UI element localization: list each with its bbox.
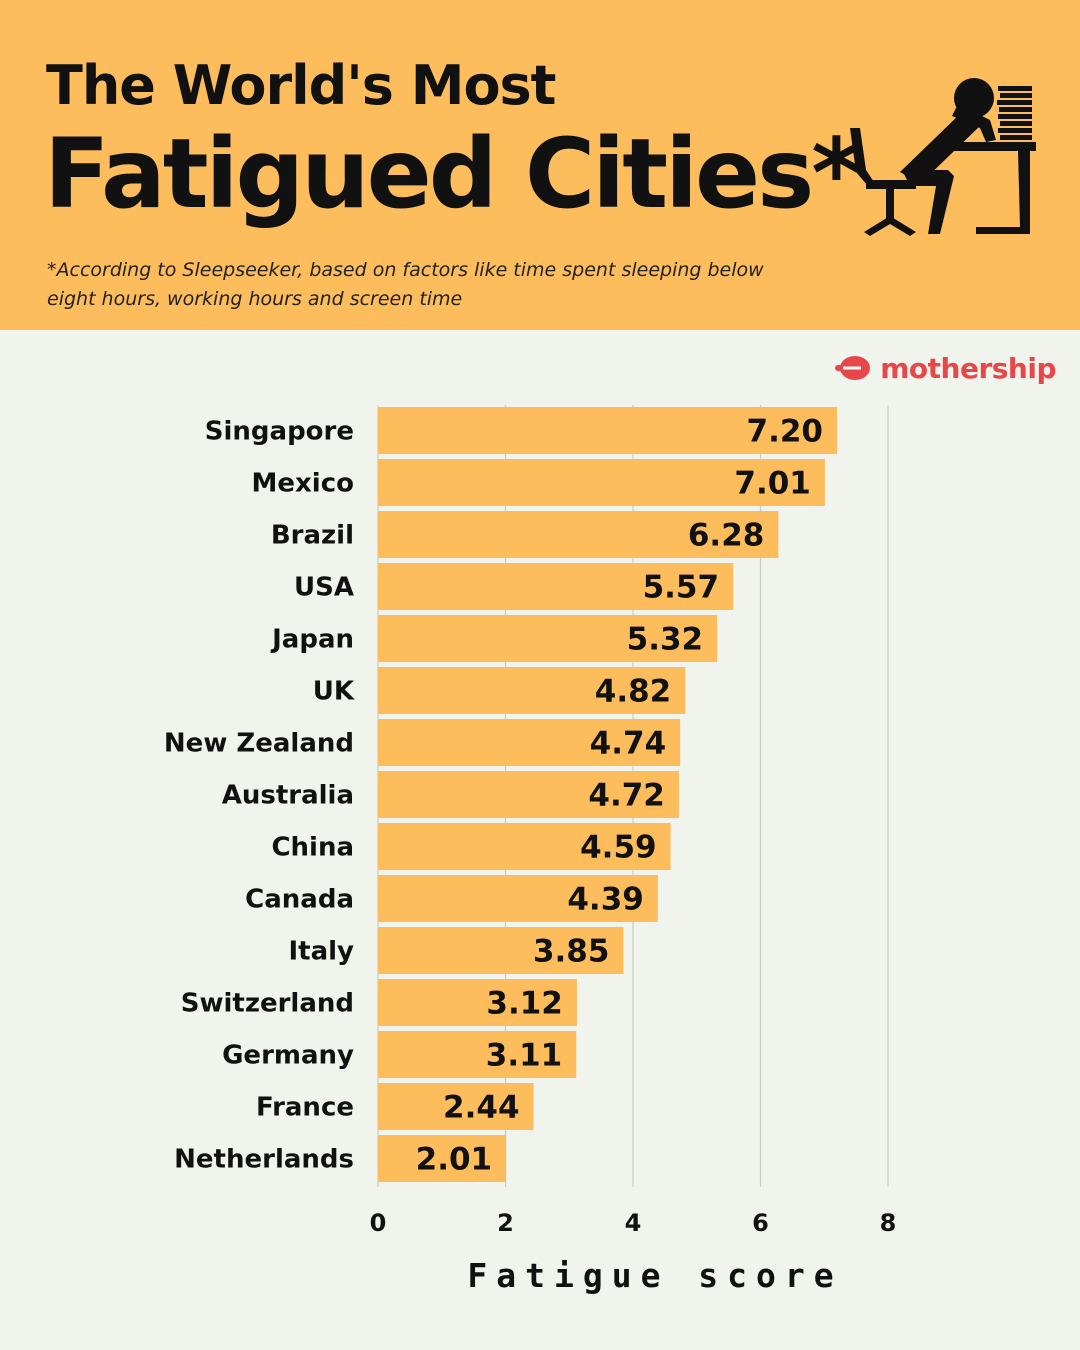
- x-tick-label: 6: [752, 1209, 769, 1237]
- brand-logo: mothership: [834, 348, 1056, 388]
- value-label: 7.20: [747, 414, 824, 450]
- value-label: 4.72: [588, 778, 665, 814]
- bar: [378, 407, 837, 454]
- category-label: China: [271, 833, 354, 863]
- value-label: 4.59: [580, 830, 657, 866]
- title-line-2: Fatigued Cities*: [44, 118, 861, 230]
- category-label: Singapore: [205, 417, 354, 447]
- category-label: Japan: [270, 625, 354, 655]
- value-label: 4.74: [590, 726, 667, 762]
- fatigue-bar-chart: Singapore Mexico Brazil USA Japan UK New Zeala…: [164, 405, 897, 1295]
- bar: [378, 1031, 577, 1078]
- value-label: 2.01: [416, 1142, 493, 1178]
- value-label: 3.12: [486, 986, 563, 1022]
- mothership-logo-icon: [835, 356, 871, 380]
- category-label: Netherlands: [174, 1145, 354, 1175]
- value-labels: 7.20 7.01 6.28 5.57 5.32 4.82 4.74 4.72 4.59 4.39…: [416, 414, 823, 1178]
- category-label: Italy: [288, 937, 354, 967]
- x-axis-title: Fatigue score: [467, 1256, 842, 1295]
- category-label: Australia: [222, 781, 354, 811]
- subtitle: *According to Sleepseeker, based on fact…: [47, 259, 764, 310]
- category-label: UK: [313, 677, 355, 707]
- bars: [378, 407, 837, 1182]
- category-label: Switzerland: [181, 989, 354, 1019]
- bar: [378, 927, 624, 974]
- x-tick-label: 8: [880, 1209, 897, 1237]
- category-label: Canada: [245, 885, 354, 915]
- value-label: 3.85: [533, 934, 610, 970]
- bar: [378, 1135, 507, 1182]
- category-label: Mexico: [252, 469, 354, 499]
- bar: [378, 563, 734, 610]
- header-banner: The World's Most Fatigued Cities* *Accor…: [0, 0, 1080, 330]
- category-labels: Singapore Mexico Brazil USA Japan UK New Zeala…: [164, 417, 355, 1175]
- value-label: 5.57: [643, 570, 720, 606]
- category-label: USA: [294, 573, 354, 603]
- value-label: 4.82: [595, 674, 672, 710]
- title-line-1: The World's Most: [46, 54, 556, 117]
- x-axis-ticks: 0 2 4 6 8: [370, 1209, 897, 1237]
- bar: [378, 875, 658, 922]
- category-label: New Zealand: [164, 729, 354, 759]
- category-label: France: [256, 1093, 354, 1123]
- bar: [378, 667, 686, 714]
- x-tick-label: 4: [625, 1209, 642, 1237]
- value-label: 7.01: [734, 466, 811, 502]
- value-label: 3.11: [486, 1038, 563, 1074]
- tired-worker-at-desk-icon: [850, 78, 1036, 236]
- x-tick-label: 0: [370, 1209, 387, 1237]
- brand-name: mothership: [880, 351, 1056, 385]
- bar: [378, 823, 671, 870]
- bar: [378, 511, 779, 558]
- bar: [378, 979, 577, 1026]
- value-label: 2.44: [443, 1090, 520, 1126]
- x-tick-label: 2: [497, 1209, 514, 1237]
- bar: [378, 771, 679, 818]
- bar: [378, 615, 718, 662]
- category-label: Brazil: [271, 521, 354, 551]
- value-label: 4.39: [567, 882, 644, 918]
- bar: [378, 459, 825, 506]
- value-label: 6.28: [688, 518, 765, 554]
- bar: [378, 1083, 534, 1130]
- value-label: 5.32: [627, 622, 704, 658]
- bar: [378, 719, 681, 766]
- category-label: Germany: [222, 1041, 354, 1071]
